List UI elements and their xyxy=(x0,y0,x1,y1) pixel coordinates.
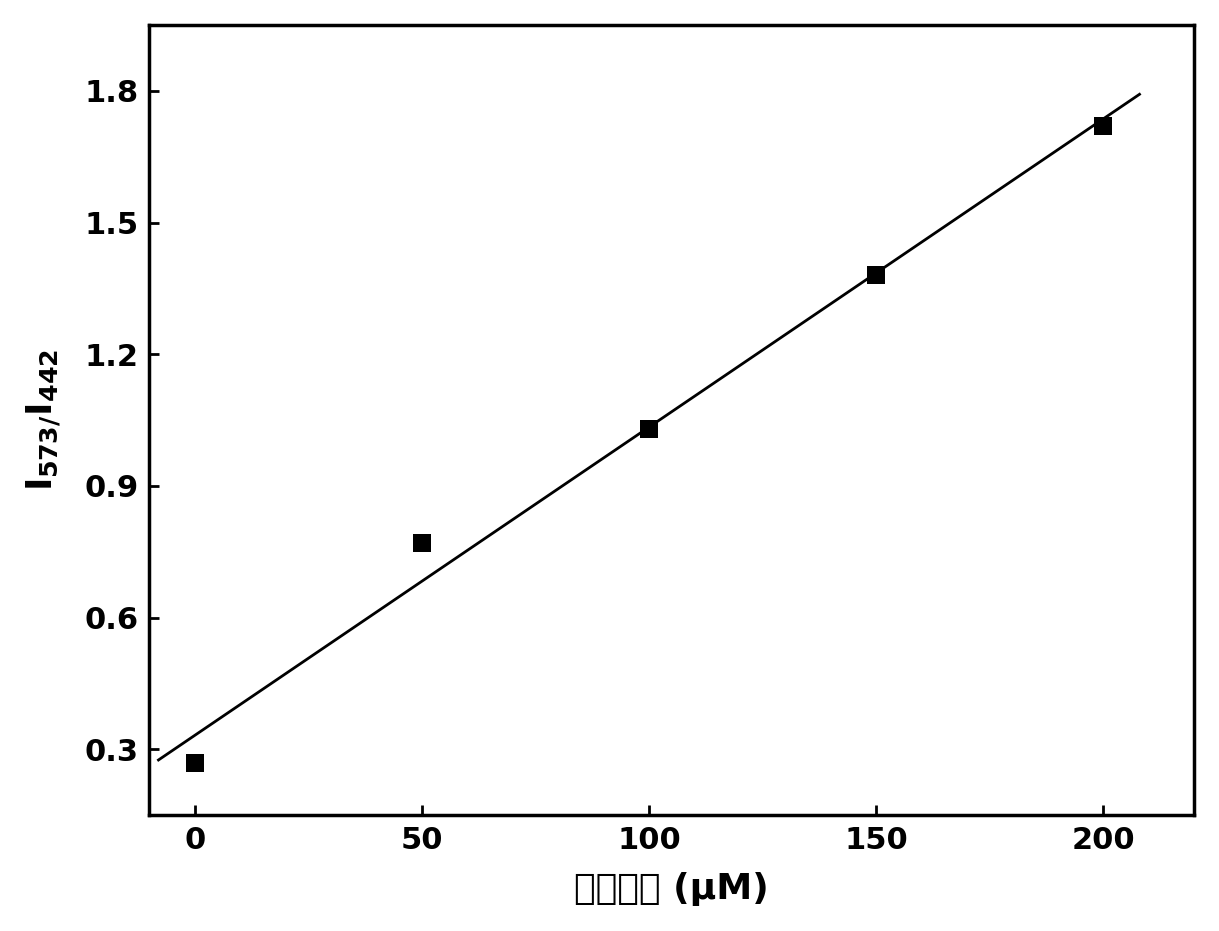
Y-axis label: $\mathbf{I_{573/}I_{442}}$: $\mathbf{I_{573/}I_{442}}$ xyxy=(26,349,63,492)
Point xyxy=(867,268,886,283)
Point xyxy=(412,535,432,550)
Point xyxy=(639,422,658,437)
X-axis label: 乙酰胆碱 (μM): 乙酰胆碱 (μM) xyxy=(574,872,769,906)
Point xyxy=(185,755,205,770)
Point xyxy=(1093,118,1113,133)
